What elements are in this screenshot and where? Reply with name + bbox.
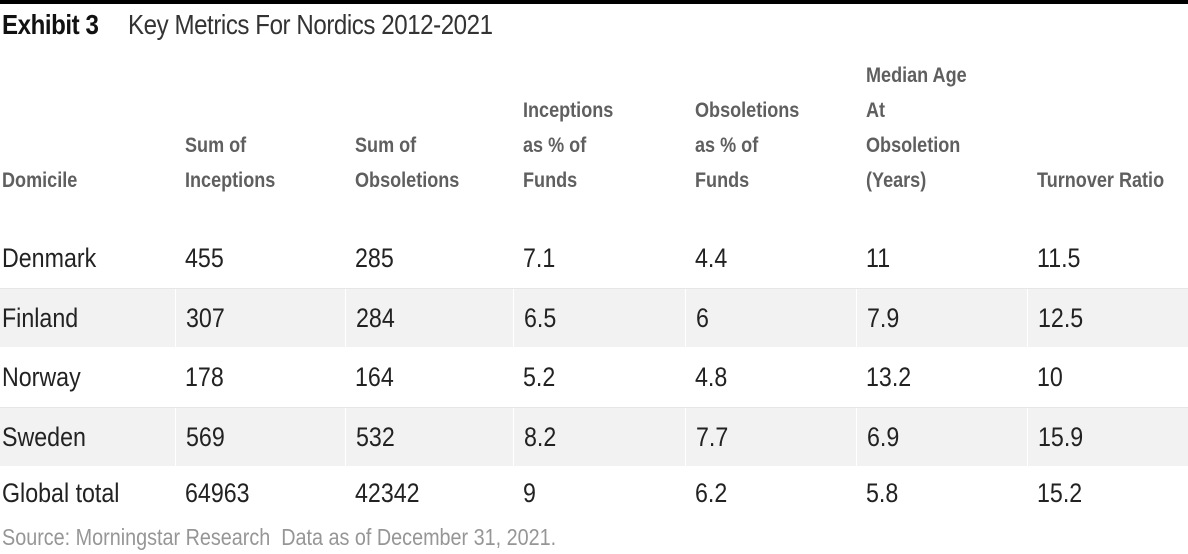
cell-inceptions-pct: 8.2 bbox=[513, 408, 685, 466]
column-header-median-age-at-obsoletion: Median Age At Obsoletion (Years) bbox=[866, 64, 967, 192]
cell-inceptions-pct: 7.1 bbox=[523, 242, 556, 273]
cell-obsoletions-pct: 4.8 bbox=[695, 361, 728, 392]
cell-turnover-ratio: 11.5 bbox=[1037, 242, 1081, 273]
table-row-norway: Norway 178 164 5.2 4.8 13.2 10 bbox=[0, 347, 1188, 407]
cell-sum-of-obsoletions: 532 bbox=[345, 408, 513, 466]
cell-sum-of-inceptions: 307 bbox=[175, 289, 345, 347]
cell-median-age: 11 bbox=[866, 242, 891, 273]
table-row-global-total: Global total 64963 42342 9 6.2 5.8 15.2 bbox=[0, 466, 1188, 521]
cell-domicile: Denmark bbox=[2, 242, 97, 273]
source-note: Source: Morningstar Research Data as of … bbox=[2, 524, 557, 550]
cell-inceptions-pct: 9 bbox=[523, 478, 536, 508]
page-title: Key Metrics For Nordics 2012-2021 bbox=[128, 8, 493, 40]
cell-domicile: Global total bbox=[2, 478, 120, 508]
cell-inceptions-pct: 5.2 bbox=[523, 361, 556, 392]
exhibit-accent-bar bbox=[0, 0, 1188, 4]
column-header-inceptions-pct-of-funds: Inceptions as % of Funds bbox=[523, 99, 614, 192]
table-row-denmark: Denmark 455 285 7.1 4.4 11 11.5 bbox=[0, 228, 1188, 288]
column-header-domicile: Domicile bbox=[2, 169, 78, 192]
cell-sum-of-obsoletions: 284 bbox=[345, 289, 513, 347]
cell-median-age: 5.8 bbox=[866, 478, 899, 508]
cell-sum-of-inceptions: 569 bbox=[175, 408, 345, 466]
cell-obsoletions-pct: 7.7 bbox=[685, 408, 856, 466]
cell-median-age: 13.2 bbox=[866, 361, 912, 392]
cell-obsoletions-pct: 4.4 bbox=[695, 242, 728, 273]
table-row-finland: Finland 307 284 6.5 6 7.9 12.5 bbox=[0, 288, 1188, 347]
table-header-row: Domicile Sum of Inceptions Sum of Obsole… bbox=[0, 45, 1188, 228]
exhibit-label: Exhibit 3 bbox=[2, 8, 99, 40]
cell-domicile: Sweden bbox=[0, 408, 175, 466]
source-row: Source: Morningstar Research Data as of … bbox=[0, 521, 1188, 554]
cell-turnover-ratio: 10 bbox=[1037, 361, 1063, 392]
table-row-sweden: Sweden 569 532 8.2 7.7 6.9 15.9 bbox=[0, 407, 1188, 466]
cell-obsoletions-pct: 6.2 bbox=[695, 478, 728, 508]
cell-domicile: Norway bbox=[2, 361, 81, 392]
cell-sum-of-inceptions: 455 bbox=[185, 242, 224, 273]
cell-domicile: Finland bbox=[0, 289, 175, 347]
cell-turnover-ratio: 15.2 bbox=[1037, 478, 1083, 508]
column-header-turnover-ratio: Turnover Ratio bbox=[1037, 169, 1165, 192]
cell-obsoletions-pct: 6 bbox=[685, 289, 856, 347]
cell-sum-of-obsoletions: 164 bbox=[355, 361, 394, 392]
cell-turnover-ratio: 15.9 bbox=[1027, 408, 1188, 466]
cell-sum-of-inceptions: 178 bbox=[185, 361, 224, 392]
column-header-obsoletions-pct-of-funds: Obsoletions as % of Funds bbox=[695, 99, 800, 192]
cell-median-age: 7.9 bbox=[856, 289, 1027, 347]
exhibit-titlebar: Exhibit 3 Key Metrics For Nordics 2012-2… bbox=[0, 4, 1188, 45]
cell-median-age: 6.9 bbox=[856, 408, 1027, 466]
cell-sum-of-obsoletions: 42342 bbox=[355, 478, 420, 508]
cell-inceptions-pct: 6.5 bbox=[513, 289, 685, 347]
cell-sum-of-obsoletions: 285 bbox=[355, 242, 394, 273]
cell-sum-of-inceptions: 64963 bbox=[185, 478, 250, 508]
column-header-sum-of-inceptions: Sum of Inceptions bbox=[185, 134, 276, 192]
column-header-sum-of-obsoletions: Sum of Obsoletions bbox=[355, 134, 460, 192]
metrics-table: Domicile Sum of Inceptions Sum of Obsole… bbox=[0, 45, 1188, 521]
cell-turnover-ratio: 12.5 bbox=[1027, 289, 1188, 347]
